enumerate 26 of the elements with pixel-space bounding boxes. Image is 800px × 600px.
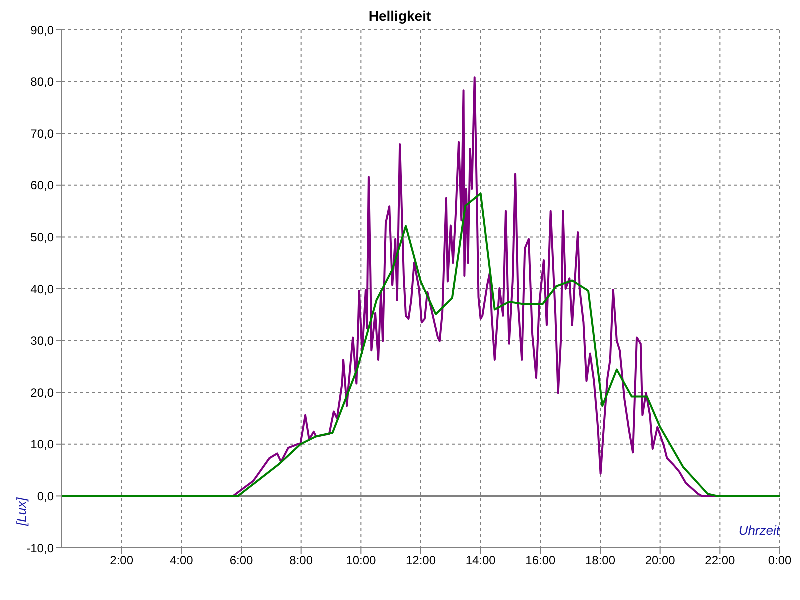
x-tick-label: 2:00 (110, 554, 134, 568)
x-tick-label: 4:00 (170, 554, 194, 568)
x-tick-label: 0:00 (768, 554, 792, 568)
x-tick-label: 20:00 (645, 554, 676, 568)
y-tick-label: 80,0 (30, 75, 54, 90)
y-tick-label: -10,0 (26, 541, 54, 556)
y-axis-title: [Lux] (14, 497, 29, 527)
x-tick-label: 10:00 (346, 554, 377, 568)
x-tick-label: 22:00 (705, 554, 736, 568)
x-tick-label: 6:00 (230, 554, 254, 568)
y-tick-label: 30,0 (30, 334, 54, 348)
x-tick-label: 8:00 (290, 554, 314, 568)
x-tick-label: 16:00 (526, 554, 556, 568)
x-tick-label: 18:00 (585, 554, 616, 568)
y-tick-label: 10,0 (30, 438, 54, 452)
y-tick-label: 40,0 (30, 282, 54, 296)
x-axis-title: Uhrzeit (738, 523, 782, 538)
y-tick-label: 0,0 (37, 489, 54, 504)
x-tick-label: 14:00 (466, 554, 496, 568)
y-tick-label: 60,0 (30, 178, 54, 193)
x-tick-label: 12:00 (406, 554, 436, 568)
y-tick-label: 90,0 (30, 23, 54, 38)
chart-title: Helligkeit (368, 8, 432, 24)
y-tick-label: 20,0 (30, 386, 54, 400)
y-tick-label: 70,0 (30, 126, 54, 141)
y-tick-label: 50,0 (30, 230, 54, 244)
